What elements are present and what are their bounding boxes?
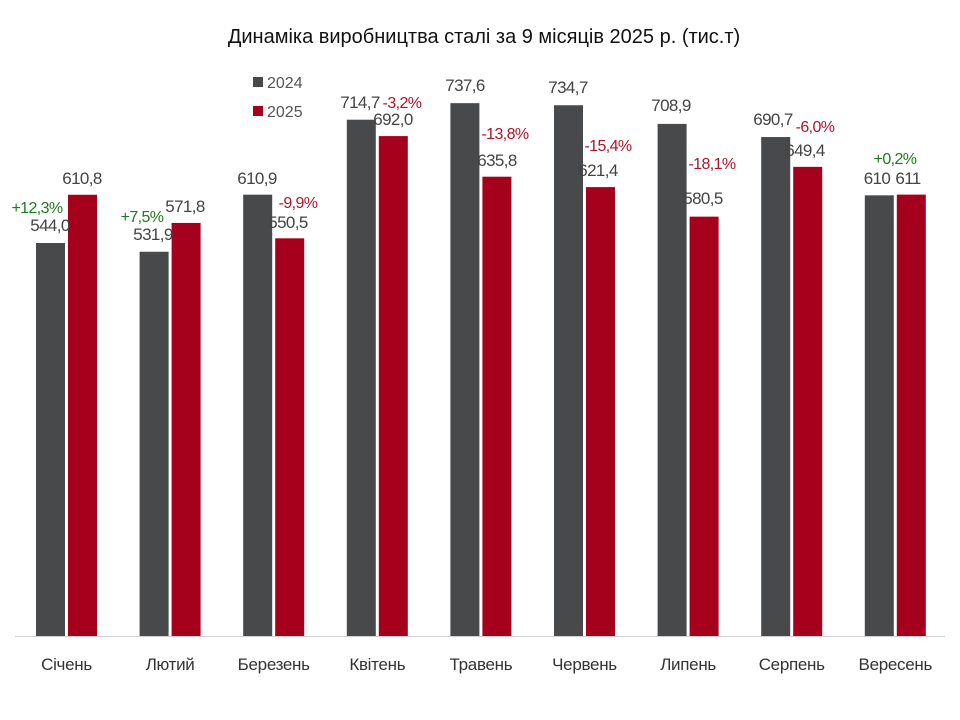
change-label-8: +0,2% — [874, 151, 917, 168]
value-label-2024-2: 610,9 — [237, 169, 277, 188]
category-label-5: Червень — [552, 655, 617, 674]
value-label-2025-2: 550,5 — [268, 213, 308, 232]
x-axis-tick-labels: Січень Лютий Березень Квітень Травень Червень… — [41, 655, 933, 674]
change-label-0: +12,3% — [11, 200, 62, 217]
bar-2024-3 — [346, 119, 376, 636]
legend-swatch-2024 — [253, 77, 263, 87]
value-label-2025-0: 610,8 — [62, 169, 102, 188]
value-label-2024-8: 610 — [864, 169, 891, 188]
change-label-1: +7,5% — [121, 209, 164, 226]
value-label-2024-1: 531,9 — [133, 225, 173, 244]
value-label-2024-6: 708,9 — [651, 96, 691, 115]
bar-2024-8 — [864, 195, 894, 636]
bar-2025-5 — [586, 187, 615, 636]
category-label-8: Вересень — [859, 655, 933, 674]
category-label-3: Квітень — [349, 655, 405, 674]
bar-2024-1 — [139, 251, 169, 637]
data-labels: 544,0 610,8+12,3% 531,9 571,8+7,5% 610,9 550,… — [11, 76, 921, 244]
bar-2025-4 — [482, 176, 512, 637]
value-label-2025-6: 580,5 — [683, 189, 723, 208]
value-label-2025-3: 692,0 — [373, 110, 413, 129]
bar-2024-7 — [761, 137, 791, 636]
legend-label-2025: 2025 — [267, 104, 303, 121]
legend-label-2024: 2024 — [267, 75, 303, 92]
value-label-2025-8: 611 — [895, 169, 920, 188]
bar-2025-7 — [793, 166, 823, 636]
bar-2025-8 — [896, 194, 926, 637]
category-label-4: Травень — [450, 655, 513, 674]
bar-2024-0 — [36, 243, 65, 636]
bar-2025-6 — [689, 216, 719, 637]
value-label-2025-1: 571,8 — [165, 197, 205, 216]
legend: 2024 2025 — [253, 75, 303, 121]
value-label-2024-5: 734,7 — [548, 78, 588, 97]
change-label-5: -15,4% — [584, 138, 631, 155]
legend-swatch-2025 — [253, 106, 263, 116]
change-label-2: -9,9% — [279, 195, 318, 212]
category-label-6: Липень — [660, 655, 716, 674]
bars — [36, 103, 926, 637]
value-label-2024-4: 737,6 — [445, 76, 485, 95]
value-label-2025-4: 635,8 — [477, 151, 517, 170]
chart-title: Динаміка виробництва сталі за 9 місяців … — [228, 26, 740, 48]
value-label-2025-7: 649,4 — [785, 141, 825, 160]
bar-2024-5 — [554, 105, 583, 636]
bar-2025-2 — [275, 238, 305, 637]
bar-2025-1 — [171, 222, 201, 636]
category-label-0: Січень — [41, 655, 92, 674]
value-label-2024-7: 690,7 — [753, 110, 793, 129]
change-label-4: -13,8% — [481, 126, 528, 143]
change-label-6: -18,1% — [688, 156, 735, 173]
bar-2024-4 — [450, 103, 480, 636]
category-label-7: Серпень — [759, 655, 825, 674]
change-label-7: -6,0% — [796, 119, 835, 136]
value-label-2025-5: 621,4 — [578, 161, 618, 180]
bar-2025-0 — [68, 194, 97, 636]
bar-2024-2 — [243, 194, 273, 636]
bar-2024-6 — [657, 123, 687, 637]
value-label-2024-3: 714,7 — [340, 93, 380, 112]
value-label-2024-0: 544,0 — [30, 216, 70, 235]
category-label-2: Березень — [238, 655, 310, 674]
bar-2025-3 — [378, 136, 408, 637]
change-label-3: -3,2% — [383, 95, 422, 112]
category-label-1: Лютий — [146, 655, 195, 674]
